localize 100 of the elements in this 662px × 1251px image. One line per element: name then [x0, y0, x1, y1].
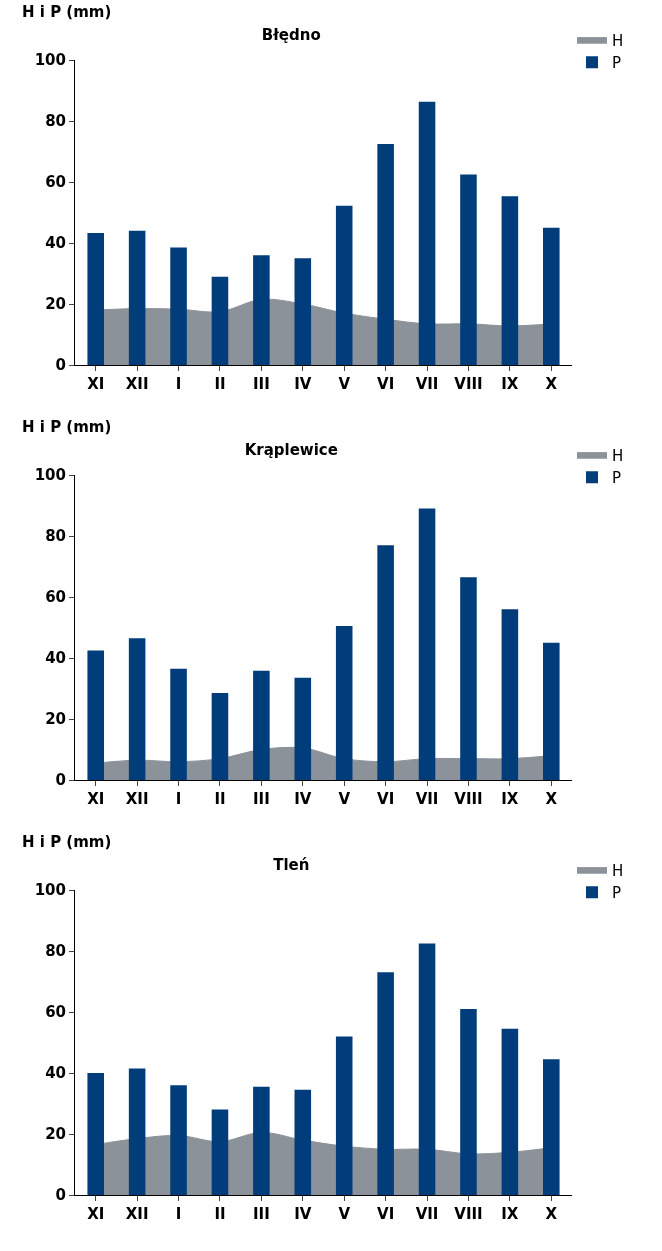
bar	[170, 247, 187, 365]
bar	[377, 143, 394, 365]
x-tick-label: VI	[377, 790, 395, 808]
bar	[418, 943, 436, 1195]
y-tick-label: 60	[45, 1003, 66, 1022]
x-tick-label: III	[253, 1205, 270, 1223]
x-tick-label: VI	[377, 375, 395, 393]
y-tick-label: 40	[45, 649, 66, 668]
x-tick-label: III	[253, 790, 270, 808]
bar	[501, 609, 519, 780]
bar	[211, 693, 229, 780]
bar	[211, 1109, 229, 1195]
bar	[335, 625, 353, 780]
legend-label: P	[612, 54, 622, 72]
y-axis-title: H i P (mm)	[22, 3, 112, 21]
y-axis-title: H i P (mm)	[22, 833, 112, 851]
bar	[543, 642, 560, 780]
y-tick-label: 20	[45, 295, 66, 314]
x-tick-label: X	[545, 790, 558, 808]
x-tick-label: V	[338, 790, 351, 808]
bar	[87, 1073, 104, 1195]
y-tick-label: 0	[55, 771, 66, 790]
legend-label: H	[612, 31, 624, 50]
bar	[418, 508, 436, 780]
bar	[170, 668, 187, 780]
x-tick-label: XII	[125, 790, 149, 808]
chart-title: Krąplewice	[244, 440, 338, 459]
y-tick-label: 0	[55, 356, 66, 375]
y-axis-title: H i P (mm)	[22, 418, 112, 436]
x-tick-label: IX	[501, 375, 519, 393]
y-tick-label: 60	[45, 173, 66, 192]
y-tick-label: 60	[45, 588, 66, 607]
x-tick-label: XI	[87, 375, 105, 393]
y-tick-label: 40	[45, 234, 66, 253]
bar	[294, 1089, 312, 1195]
bar	[211, 276, 229, 365]
x-tick-label: II	[214, 790, 226, 808]
bar	[460, 174, 477, 365]
bar	[253, 670, 270, 780]
bar	[460, 577, 477, 780]
bar	[253, 255, 270, 365]
x-tick-label: XI	[87, 1205, 105, 1223]
x-tick-label: VIII	[454, 375, 483, 393]
x-tick-label: VII	[415, 1205, 439, 1223]
x-tick-label: II	[214, 375, 226, 393]
y-tick-label: 80	[45, 527, 66, 546]
x-tick-label: IV	[294, 790, 312, 808]
y-tick-label: 100	[34, 466, 66, 485]
x-tick-label: IX	[501, 1205, 519, 1223]
x-tick-label: IV	[294, 1205, 312, 1223]
y-tick-label: 0	[55, 1186, 66, 1205]
x-tick-label: I	[175, 375, 182, 393]
x-tick-label: XII	[125, 1205, 149, 1223]
x-tick-label: VI	[377, 1205, 395, 1223]
legend-label: P	[612, 884, 622, 902]
bar	[543, 1059, 560, 1195]
x-tick-label: VIII	[454, 790, 483, 808]
y-tick-label: 20	[45, 1125, 66, 1144]
x-tick-label: III	[253, 375, 270, 393]
y-tick-label: 100	[34, 51, 66, 70]
bar	[128, 230, 146, 365]
bar	[418, 101, 436, 365]
chart-title: Błędno	[261, 25, 321, 44]
x-tick-label: X	[545, 1205, 558, 1223]
chart-title: Tleń	[273, 855, 310, 874]
bar	[170, 1085, 187, 1195]
bar	[501, 196, 519, 365]
bar	[294, 258, 312, 365]
x-tick-label: I	[175, 790, 182, 808]
x-tick-label: IX	[501, 790, 519, 808]
x-tick-label: VIII	[454, 1205, 483, 1223]
legend-label: H	[612, 861, 624, 880]
legend-label: P	[612, 469, 622, 487]
legend-label: H	[612, 446, 624, 465]
y-tick-label: 40	[45, 1064, 66, 1083]
bar	[377, 545, 394, 780]
bar	[87, 650, 104, 780]
x-tick-label: V	[338, 375, 351, 393]
x-tick-label: VII	[415, 790, 439, 808]
bar	[335, 1036, 353, 1195]
bar	[377, 972, 394, 1195]
x-tick-label: X	[545, 375, 558, 393]
x-tick-label: II	[214, 1205, 226, 1223]
x-tick-label: V	[338, 1205, 351, 1223]
bar	[87, 232, 104, 365]
bar	[460, 1008, 477, 1195]
y-tick-label: 20	[45, 710, 66, 729]
x-tick-label: XII	[125, 375, 149, 393]
y-tick-label: 80	[45, 942, 66, 961]
bar	[543, 227, 560, 365]
bar	[335, 205, 353, 365]
x-tick-label: XI	[87, 790, 105, 808]
x-tick-label: VII	[415, 375, 439, 393]
bar	[128, 638, 146, 780]
y-tick-label: 100	[34, 881, 66, 900]
bar	[253, 1086, 270, 1195]
x-tick-label: IV	[294, 375, 312, 393]
bar	[128, 1068, 146, 1195]
y-tick-label: 80	[45, 112, 66, 131]
x-tick-label: I	[175, 1205, 182, 1223]
